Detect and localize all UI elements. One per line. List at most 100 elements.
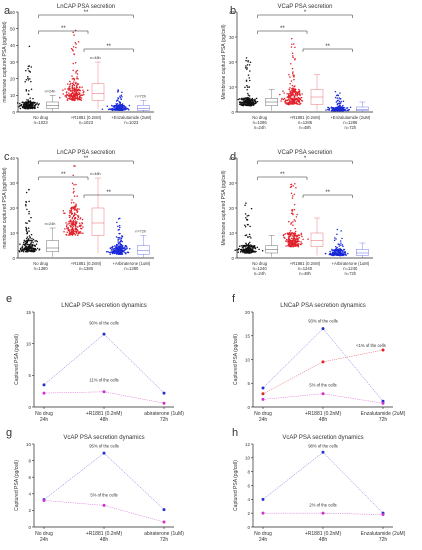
data-point	[28, 45, 31, 48]
y-tick-label: 10	[245, 456, 251, 461]
data-point	[82, 226, 84, 228]
data-point	[293, 90, 295, 92]
data-point	[328, 109, 331, 111]
data-point	[31, 243, 34, 246]
data-point	[289, 231, 291, 234]
data-point	[289, 87, 291, 89]
data-point	[30, 103, 33, 106]
category-label: n=72h	[344, 125, 356, 130]
significance-label: **	[61, 26, 66, 32]
data-point	[72, 46, 75, 48]
data-point	[72, 225, 75, 227]
data-point	[292, 185, 294, 187]
data-point	[81, 94, 83, 96]
data-point	[33, 248, 35, 251]
data-point	[285, 103, 288, 105]
data-point	[289, 234, 292, 237]
series-point	[102, 390, 106, 394]
data-point	[111, 251, 113, 254]
data-point	[117, 97, 119, 99]
data-point	[72, 98, 74, 101]
data-point	[296, 100, 298, 102]
data-point	[27, 247, 30, 250]
data-point	[293, 96, 296, 98]
data-point	[29, 78, 31, 80]
data-point	[77, 216, 80, 218]
data-point	[71, 227, 74, 230]
data-point	[253, 246, 256, 249]
data-point	[115, 100, 118, 102]
data-point	[25, 222, 27, 224]
data-point	[294, 46, 296, 48]
data-point	[298, 240, 300, 243]
data-point	[67, 227, 69, 229]
data-point	[78, 225, 81, 227]
data-point	[20, 103, 23, 106]
data-point	[25, 239, 27, 242]
data-point	[119, 96, 122, 99]
data-point	[70, 211, 72, 213]
data-point	[30, 240, 33, 242]
data-point	[25, 203, 27, 206]
series-point	[321, 450, 325, 454]
data-point	[26, 232, 28, 235]
data-point	[338, 252, 340, 254]
data-point	[72, 207, 75, 209]
data-point	[339, 92, 341, 94]
data-point	[28, 230, 30, 232]
data-point	[81, 86, 83, 88]
data-point	[296, 91, 299, 94]
y-tick-label: 4	[247, 497, 250, 502]
series-point	[321, 327, 325, 331]
data-point	[118, 253, 120, 255]
data-point	[291, 43, 293, 45]
panel-letter: e	[6, 293, 12, 305]
data-point	[78, 208, 80, 210]
y-tick-label: 15	[245, 334, 251, 339]
data-point	[28, 235, 31, 237]
data-point	[251, 98, 253, 101]
data-point	[75, 213, 77, 216]
data-point	[242, 103, 245, 106]
data-point	[246, 219, 249, 221]
data-point	[68, 220, 70, 223]
data-point	[338, 100, 341, 103]
scatter-points-0	[234, 202, 264, 254]
x-tick-label: 72h	[160, 417, 169, 423]
data-point	[258, 248, 260, 251]
series-line	[262, 328, 384, 402]
data-point	[300, 96, 303, 99]
data-point	[69, 87, 71, 90]
data-point	[26, 208, 28, 211]
data-point	[247, 100, 250, 103]
significance-label: **	[280, 172, 285, 178]
scatter-points-2	[325, 90, 352, 112]
data-point	[24, 247, 26, 250]
data-point	[32, 103, 34, 105]
data-point	[20, 248, 22, 251]
data-point	[247, 61, 249, 63]
data-point	[21, 101, 23, 104]
data-point	[245, 103, 248, 106]
series-point	[261, 386, 265, 390]
y-tick-label: 0	[231, 110, 234, 115]
data-point	[69, 88, 71, 91]
data-point	[293, 74, 295, 77]
data-point	[298, 97, 301, 100]
significance-bracket	[257, 14, 353, 18]
data-point	[288, 88, 290, 91]
data-point	[73, 218, 76, 220]
data-point	[28, 200, 30, 203]
data-point	[73, 53, 75, 56]
y-tick-label: 15	[26, 310, 32, 315]
data-point	[251, 100, 253, 103]
y-tick-label: 6	[28, 475, 31, 480]
data-point	[345, 109, 347, 112]
data-point	[341, 251, 344, 253]
data-point	[119, 95, 121, 98]
data-point	[121, 103, 124, 105]
data-point	[300, 243, 302, 246]
data-point	[23, 244, 26, 246]
category-label: n=1023	[79, 120, 94, 125]
category-label: n=1240	[343, 266, 358, 271]
